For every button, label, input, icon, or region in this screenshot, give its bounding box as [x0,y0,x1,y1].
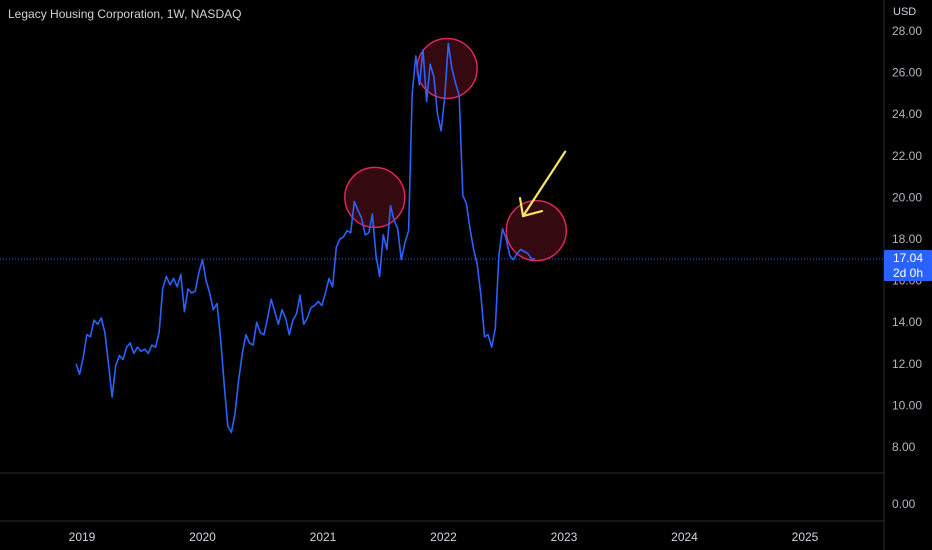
price-axis[interactable]: 28.0026.0024.0022.0020.0018.0016.0014.00… [892,24,922,511]
y-tick-label: 8.00 [892,440,916,454]
y-tick-label: 24.00 [892,107,922,121]
x-tick-label: 2020 [189,530,216,544]
y-tick-label: 22.00 [892,149,922,163]
y-tick-label: 10.00 [892,398,922,412]
x-tick-label: 2024 [671,530,698,544]
y-tick-label: 26.00 [892,66,922,80]
x-tick-label: 2019 [69,530,96,544]
y-tick-label: 12.00 [892,357,922,371]
y-tick-label: 20.00 [892,190,922,204]
x-tick-label: 2021 [310,530,337,544]
y-tick-label: 14.00 [892,315,922,329]
currency-label[interactable]: USD [893,6,917,18]
bar-countdown: 2d 0h [892,266,924,280]
price-line-layer [75,42,567,434]
time-axis[interactable]: 2019 2020 2021 2022 2023 2024 2025 [69,530,819,544]
highlight-circle[interactable] [505,199,568,262]
arrow-shaft[interactable] [521,150,567,218]
x-tick-label: 2022 [430,530,457,544]
y-tick-label: 0.00 [892,497,916,511]
x-tick-label: 2025 [792,530,819,544]
last-price-value: 17.04 [892,251,924,265]
chart-title: Legacy Housing Corporation, 1W, NASDAQ [8,7,242,21]
y-tick-label: 18.00 [892,232,922,246]
highlight-circle[interactable] [344,166,406,229]
arrow-head[interactable] [518,197,544,218]
x-tick-label: 2023 [551,530,578,544]
y-tick-label: 28.00 [892,24,922,38]
price-series-line[interactable] [75,42,536,434]
last-price-tag: 17.04 2d 0h [884,250,932,281]
annotation-layer [344,37,568,262]
